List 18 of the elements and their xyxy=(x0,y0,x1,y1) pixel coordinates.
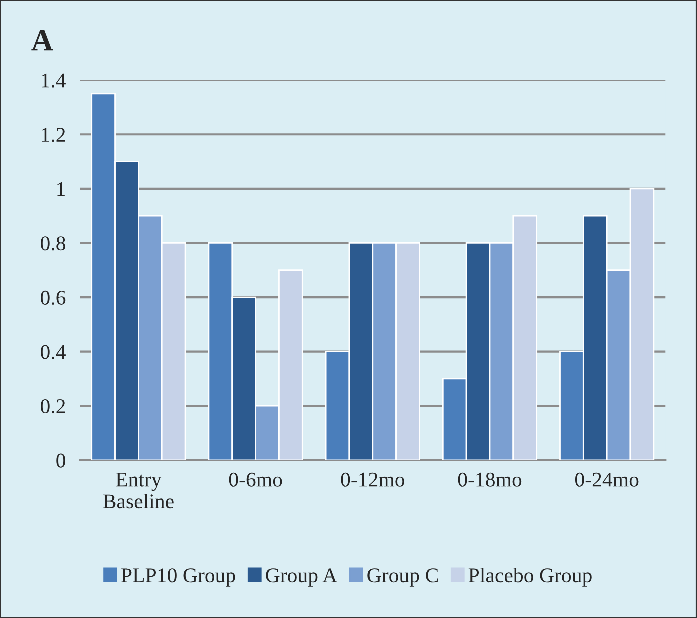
y-tick-label: 1.2 xyxy=(42,128,66,142)
x-tick-label: 0-18mo xyxy=(458,472,522,487)
legend-label: PLP10 Group xyxy=(122,568,236,587)
y-tick-label: 0.2 xyxy=(41,399,66,414)
y-tick-label: 0.6 xyxy=(41,290,66,306)
legend-label: Group A xyxy=(266,568,338,587)
chart-title: A xyxy=(32,30,54,51)
y-tick-label: 0.4 xyxy=(41,345,66,360)
y-tick-label: 1.4 xyxy=(42,74,66,88)
legend-label: Group C xyxy=(368,568,438,587)
x-tick-label: 0-6mo xyxy=(229,472,282,487)
x-tick-label: 0-24mo xyxy=(575,472,639,487)
y-tick-label: 0 xyxy=(56,454,66,468)
x-tick-label: 0-12mo xyxy=(341,472,405,487)
legend-label: Placebo Group xyxy=(468,568,592,587)
x-tick-label: Entry Baseline xyxy=(103,472,174,509)
y-tick-label: 1 xyxy=(58,182,66,196)
y-tick-label: 0.8 xyxy=(41,236,66,251)
